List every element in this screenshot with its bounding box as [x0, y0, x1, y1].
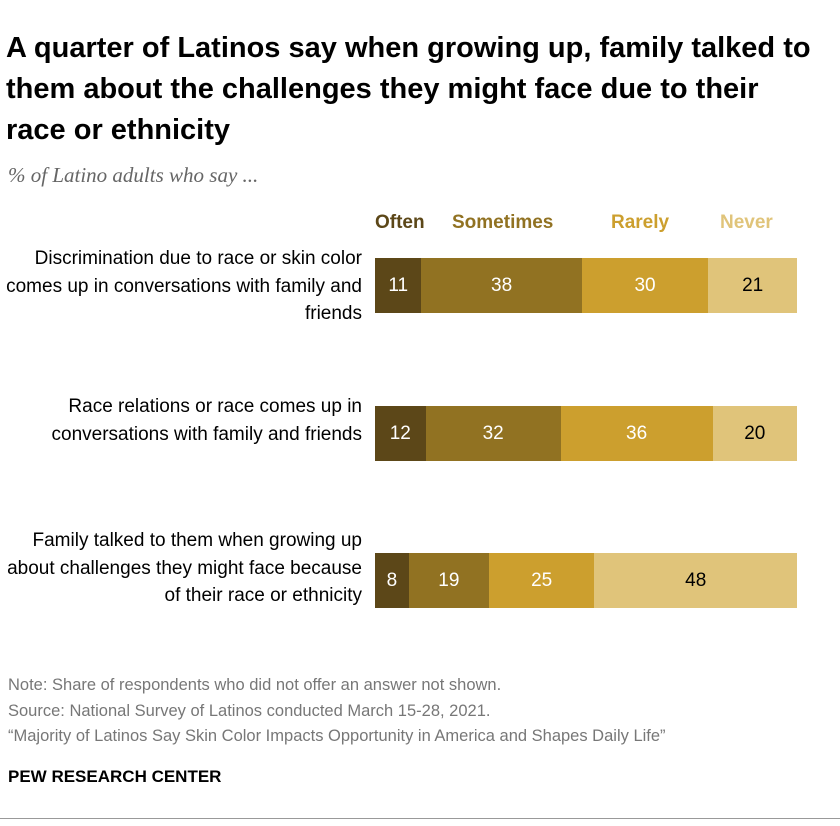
bar-segment-rarely: 25	[488, 553, 595, 608]
bar-segment-never: 21	[708, 258, 797, 313]
bar-segment-never: 48	[594, 553, 797, 608]
bar-segment-often: 11	[375, 258, 422, 313]
bar-segment-often: 8	[375, 553, 409, 608]
legend-sometimes: Sometimes	[452, 212, 554, 233]
report-title: “Majority of Latinos Say Skin Color Impa…	[8, 727, 666, 745]
category-label: Race relations or race comes up in conve…	[51, 396, 362, 445]
bar-segment-rarely: 30	[581, 258, 709, 313]
bar-segment-rarely: 36	[560, 406, 713, 461]
chart-subtitle: % of Latino adults who say ...	[8, 163, 259, 187]
category-label: Discrimination due to race or skin color…	[6, 248, 362, 324]
source: Source: National Survey of Latinos condu…	[8, 702, 491, 720]
legend-rarely: Rarely	[611, 212, 670, 233]
pew-logo-text: PEW RESEARCH CENTER	[8, 767, 222, 786]
bar-segment-sometimes: 32	[425, 406, 561, 461]
bar-segment-often: 12	[375, 406, 426, 461]
bar-segment-sometimes: 38	[421, 258, 582, 313]
category-label: Family talked to them when growing up ab…	[7, 530, 362, 606]
bottom-divider	[0, 818, 840, 819]
legend-never: Never	[720, 212, 773, 233]
chart-title: A quarter of Latinos say when growing up…	[6, 32, 811, 146]
legend-often: Often	[375, 212, 425, 233]
bar-segment-sometimes: 19	[408, 553, 489, 608]
note: Note: Share of respondents who did not o…	[8, 676, 502, 694]
bar-segment-never: 20	[712, 406, 797, 461]
